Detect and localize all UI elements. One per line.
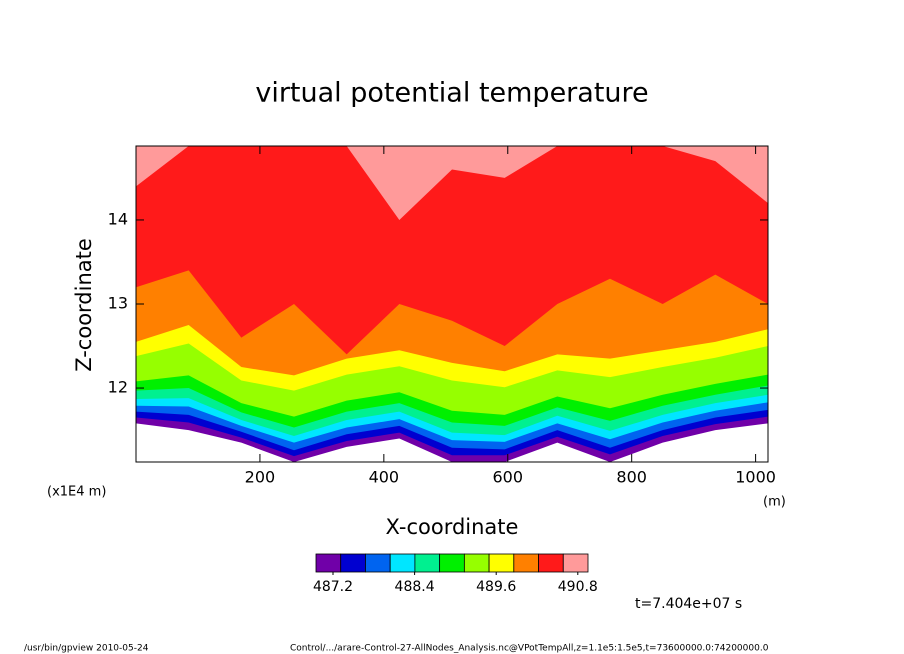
colorbar-swatch	[562, 553, 589, 573]
colorbar-swatch	[488, 553, 515, 573]
x-tick-label: 200	[245, 468, 276, 487]
contour-band	[136, 423, 768, 462]
colorbar-swatch	[365, 553, 391, 573]
x-unit-label: (m)	[763, 495, 786, 510]
x-tick-label: 800	[616, 468, 647, 487]
plot-area	[136, 146, 768, 462]
colorbar-tick-label: 488.4	[395, 579, 435, 595]
contour-band	[136, 409, 768, 462]
colorbar-swatch	[463, 553, 490, 573]
colorbar-swatch	[340, 553, 366, 573]
colorbar: 487.2 488.4 489.6 490.8	[313, 553, 598, 595]
y-tick-label: 12	[108, 378, 128, 397]
contour-band	[136, 402, 768, 462]
footer-right: Control/.../arare-Control-27-AllNodes_An…	[290, 644, 769, 654]
colorbar-swatch	[538, 553, 564, 573]
x-axis-label: X-coordinate	[386, 515, 519, 539]
y-tick-label: 14	[108, 209, 128, 228]
colorbar-tick-label: 489.6	[476, 579, 516, 595]
x-tick-label: 600	[492, 468, 523, 487]
colorbar-tick-label: 487.2	[313, 579, 353, 595]
colorbar-swatch	[315, 553, 342, 573]
y-tick-label: 13	[108, 294, 128, 313]
colorbar-swatch	[513, 553, 539, 573]
footer-left: /usr/bin/gpview 2010-05-24	[24, 644, 149, 654]
chart-title: virtual potential temperature	[255, 78, 648, 109]
y-scale-label: (x1E4 m)	[47, 485, 106, 500]
colorbar-swatch	[414, 553, 441, 573]
x-tick-label: 400	[369, 468, 400, 487]
colorbar-swatch	[389, 553, 416, 573]
y-axis-label: Z-coordinate	[72, 238, 96, 372]
time-label: t=7.404e+07 s	[635, 596, 742, 612]
axes: 200 400 600 800 1000 12 13 14	[108, 145, 776, 487]
colorbar-tick-label: 490.8	[558, 579, 598, 595]
x-tick-label: 1000	[735, 468, 776, 487]
colorbar-swatch	[439, 553, 465, 573]
